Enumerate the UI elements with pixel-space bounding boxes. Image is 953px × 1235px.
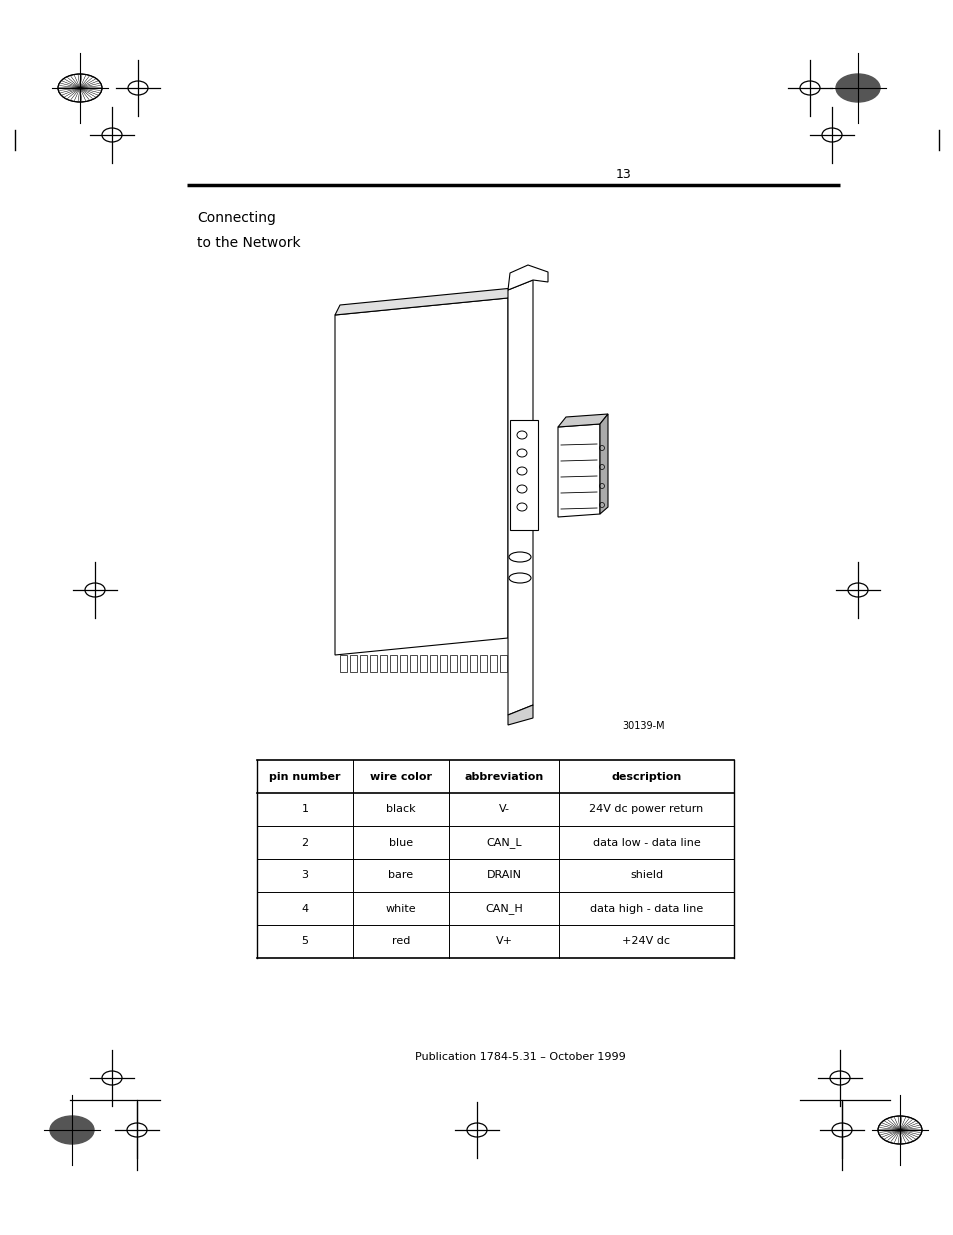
Text: black: black <box>386 804 416 815</box>
Polygon shape <box>430 655 436 672</box>
Text: shield: shield <box>629 871 662 881</box>
Text: description: description <box>611 772 680 782</box>
Text: white: white <box>385 904 416 914</box>
Text: bare: bare <box>388 871 414 881</box>
Text: 5: 5 <box>301 936 308 946</box>
Ellipse shape <box>58 74 102 103</box>
Text: pin number: pin number <box>269 772 340 782</box>
Polygon shape <box>459 655 467 672</box>
Polygon shape <box>390 655 396 672</box>
Polygon shape <box>450 655 456 672</box>
Text: wire color: wire color <box>370 772 432 782</box>
Text: Publication 1784-5.31 – October 1999: Publication 1784-5.31 – October 1999 <box>415 1052 624 1062</box>
Text: to the Network: to the Network <box>196 236 300 249</box>
Text: 13: 13 <box>616 168 631 182</box>
Bar <box>510 420 537 530</box>
Polygon shape <box>370 655 376 672</box>
Text: 1: 1 <box>301 804 308 815</box>
Polygon shape <box>507 280 533 715</box>
Polygon shape <box>410 655 416 672</box>
Polygon shape <box>439 655 447 672</box>
Text: data high - data line: data high - data line <box>589 904 702 914</box>
Polygon shape <box>499 655 506 672</box>
Polygon shape <box>470 655 476 672</box>
Text: 2: 2 <box>301 837 308 847</box>
Text: CAN_L: CAN_L <box>486 837 521 848</box>
Text: 3: 3 <box>301 871 308 881</box>
Polygon shape <box>558 414 607 427</box>
Polygon shape <box>507 266 547 290</box>
Text: DRAIN: DRAIN <box>486 871 521 881</box>
Polygon shape <box>359 655 367 672</box>
Text: V+: V+ <box>495 936 512 946</box>
Polygon shape <box>335 288 513 315</box>
Text: V-: V- <box>498 804 509 815</box>
Ellipse shape <box>877 1116 921 1144</box>
Text: 30139-M: 30139-M <box>621 721 664 731</box>
Text: 24V dc power return: 24V dc power return <box>589 804 703 815</box>
Polygon shape <box>558 424 599 517</box>
Ellipse shape <box>50 1116 94 1144</box>
Polygon shape <box>350 655 356 672</box>
Ellipse shape <box>835 74 879 103</box>
Polygon shape <box>335 298 507 655</box>
Polygon shape <box>399 655 407 672</box>
Polygon shape <box>599 414 607 514</box>
Polygon shape <box>379 655 387 672</box>
Text: data low - data line: data low - data line <box>592 837 700 847</box>
Polygon shape <box>419 655 427 672</box>
Polygon shape <box>339 655 347 672</box>
Polygon shape <box>490 655 497 672</box>
Polygon shape <box>507 705 533 725</box>
Polygon shape <box>479 655 486 672</box>
Text: +24V dc: +24V dc <box>622 936 670 946</box>
Text: 4: 4 <box>301 904 308 914</box>
Text: blue: blue <box>389 837 413 847</box>
Text: Connecting: Connecting <box>196 211 275 225</box>
Text: abbreviation: abbreviation <box>464 772 543 782</box>
Text: red: red <box>392 936 410 946</box>
Text: CAN_H: CAN_H <box>485 903 522 914</box>
